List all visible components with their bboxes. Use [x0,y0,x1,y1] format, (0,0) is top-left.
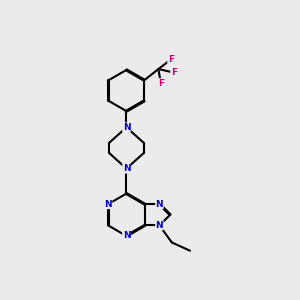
Text: N: N [156,221,163,230]
Text: N: N [104,200,112,209]
Text: N: N [123,164,130,173]
Text: N: N [156,200,163,209]
Text: F: F [158,79,164,88]
Text: F: F [171,68,177,77]
Text: N: N [123,232,130,241]
Text: N: N [123,123,130,132]
Text: F: F [168,55,174,64]
